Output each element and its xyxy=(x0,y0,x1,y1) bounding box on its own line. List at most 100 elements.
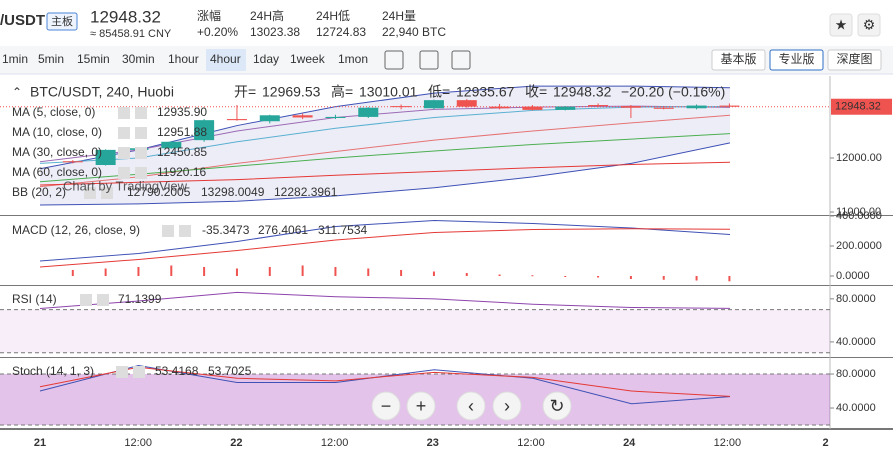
stat-label: 24H低 xyxy=(316,9,350,23)
view-button-box[interactable] xyxy=(769,49,824,71)
candle-body xyxy=(423,100,444,109)
settings-button[interactable] xyxy=(857,13,881,37)
price-tick-label: 400.0000 xyxy=(836,210,882,222)
macd-value: 311.7534 xyxy=(318,223,367,237)
tool-icon[interactable] xyxy=(384,50,404,70)
price-tick-label: 12000.00 xyxy=(836,152,882,164)
zoom-icon[interactable]: ‹ xyxy=(468,396,474,416)
price-tick-label: 11000.00 xyxy=(836,206,881,218)
ma-label: MA (30, close, 0) xyxy=(12,145,102,159)
macd-hist-bar xyxy=(498,274,501,276)
candle-body xyxy=(588,105,609,107)
ma-line xyxy=(39,133,731,183)
star-button[interactable] xyxy=(829,13,853,37)
watermark: Chart by TradingView xyxy=(63,178,188,193)
rsi-value: 71.1399 xyxy=(118,292,162,306)
candle-body xyxy=(259,115,280,122)
ma-value: 12951.88 xyxy=(157,125,207,139)
bb-middle xyxy=(39,114,731,188)
ohlc-value: 12935.67 xyxy=(456,84,515,100)
time-label: 23 xyxy=(427,437,439,449)
legend-icon[interactable] xyxy=(162,225,174,237)
zoom-button[interactable] xyxy=(492,391,522,421)
tool-icon[interactable] xyxy=(451,50,471,70)
legend-icon[interactable] xyxy=(135,147,147,159)
rsi-band-fill xyxy=(0,309,830,353)
stat-label: 24H高 xyxy=(250,8,284,23)
macd-hist-bar xyxy=(104,268,107,276)
macd-hist-bar xyxy=(235,268,238,276)
ma-value: 12450.85 xyxy=(157,145,207,159)
bb-value: 13298.0049 xyxy=(201,185,265,199)
zoom-icon[interactable]: › xyxy=(504,396,510,416)
candle-body xyxy=(62,161,83,163)
interval-button[interactable]: 15min xyxy=(77,52,110,66)
bb-upper xyxy=(39,85,731,170)
candle-body xyxy=(95,149,116,166)
zoom-button[interactable] xyxy=(406,391,436,421)
macd-hist-bar xyxy=(268,267,271,276)
zoom-icon[interactable]: − xyxy=(381,396,392,416)
stoch-d xyxy=(39,366,731,397)
zoom-button[interactable] xyxy=(456,391,486,421)
legend-icon[interactable] xyxy=(135,127,147,139)
macd-hist-bar xyxy=(170,265,173,276)
interval-button[interactable]: 4hour xyxy=(210,52,241,66)
legend-icon[interactable] xyxy=(118,167,130,179)
view-button[interactable]: 专业版 xyxy=(778,51,814,66)
view-button[interactable]: 深度图 xyxy=(836,51,872,66)
zoom-icon[interactable]: ↻ xyxy=(549,396,564,416)
candle-body xyxy=(555,106,576,110)
interval-button[interactable]: 1mon xyxy=(338,52,368,66)
legend-icon[interactable] xyxy=(135,167,147,179)
time-label: 12:00 xyxy=(124,437,152,449)
legend-icon[interactable] xyxy=(118,127,130,139)
view-button[interactable]: 基本版 xyxy=(720,52,756,66)
candle-body xyxy=(522,106,543,110)
rsi-label: RSI (14) xyxy=(12,292,57,306)
zoom-icon[interactable]: + xyxy=(416,396,427,416)
interval-button[interactable]: 30min xyxy=(122,52,155,66)
macd-value: 276.4061 xyxy=(258,223,308,237)
macd-hist-bar xyxy=(301,265,304,276)
candle-body xyxy=(194,120,215,141)
legend-icon[interactable] xyxy=(135,107,147,119)
zoom-button[interactable] xyxy=(542,391,572,421)
zoom-button[interactable] xyxy=(371,391,401,421)
legend-icon[interactable] xyxy=(116,366,128,378)
interval-button[interactable]: 1min xyxy=(2,52,28,66)
ohlc-label: 开= xyxy=(234,84,256,100)
macd-hist-bar xyxy=(597,276,600,278)
legend-icon[interactable] xyxy=(101,187,113,199)
interval-button[interactable]: 1hour xyxy=(168,52,199,66)
bb-value: 12790.2005 xyxy=(127,185,191,199)
stoch-label: Stoch (14, 1, 3) xyxy=(12,364,94,378)
settings-icon[interactable]: ⚙ xyxy=(863,17,876,33)
ohlc-label: 低= xyxy=(428,84,450,100)
candle-body xyxy=(489,106,510,109)
legend-icon[interactable] xyxy=(80,294,92,306)
legend-icon[interactable] xyxy=(133,366,145,378)
ma-label: MA (10, close, 0) xyxy=(12,125,102,139)
ohlc-label: 高= xyxy=(331,84,353,100)
legend-icon[interactable] xyxy=(97,294,109,306)
legend-icon[interactable] xyxy=(84,187,96,199)
interval-button[interactable]: 1week xyxy=(290,52,326,66)
stat-value: 12724.83 xyxy=(316,25,366,39)
macd-line xyxy=(39,219,731,262)
interval-button[interactable]: 5min xyxy=(38,52,64,66)
legend-icon[interactable] xyxy=(118,147,130,159)
legend-icon[interactable] xyxy=(118,107,130,119)
legend-icon[interactable] xyxy=(179,225,191,237)
interval-button[interactable]: 1day xyxy=(253,52,279,66)
ma-value: 11920.16 xyxy=(157,165,206,179)
macd-hist-bar xyxy=(629,276,632,279)
view-button-box[interactable] xyxy=(827,49,882,71)
view-button-box[interactable] xyxy=(711,49,766,71)
tool-icon[interactable] xyxy=(419,50,439,70)
price: 12948.32 xyxy=(90,7,161,26)
macd-hist-bar xyxy=(400,270,403,276)
star-icon[interactable]: ★ xyxy=(835,17,848,33)
stat-label: 涨幅 xyxy=(197,8,221,23)
